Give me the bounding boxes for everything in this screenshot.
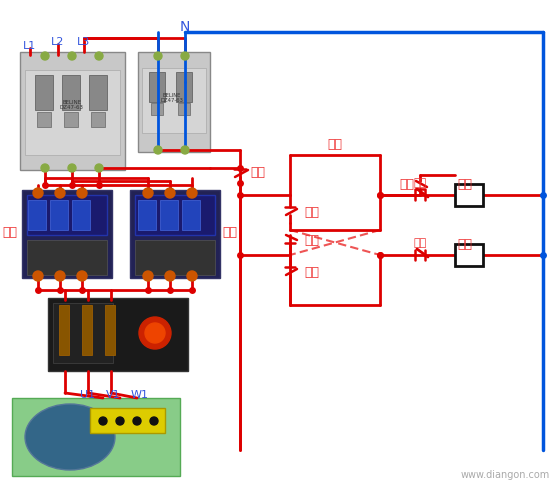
Ellipse shape (25, 404, 115, 470)
Bar (37, 112, 51, 127)
Text: 正转: 正转 (458, 179, 473, 191)
Text: 反转: 反转 (458, 239, 473, 251)
Text: L2: L2 (52, 37, 65, 47)
Bar (59, 305, 69, 355)
Circle shape (181, 52, 189, 60)
Circle shape (165, 271, 175, 281)
Bar (138, 52, 210, 152)
Text: 反转: 反转 (222, 226, 237, 240)
Circle shape (187, 271, 197, 281)
Bar (178, 103, 190, 115)
Bar (130, 190, 220, 278)
Text: 启动: 启动 (305, 206, 320, 219)
Circle shape (41, 52, 49, 60)
Text: L1: L1 (24, 41, 36, 51)
Circle shape (139, 317, 171, 349)
Bar (90, 408, 165, 433)
Bar (138, 200, 156, 230)
Bar (22, 190, 112, 278)
Circle shape (150, 417, 158, 425)
Circle shape (77, 188, 87, 198)
Bar (28, 200, 46, 230)
Bar (142, 68, 206, 133)
Text: BELINE
DZ47-63: BELINE DZ47-63 (161, 93, 184, 103)
Bar (53, 303, 113, 363)
Text: L3: L3 (77, 37, 91, 47)
Circle shape (181, 146, 189, 154)
Circle shape (154, 146, 162, 154)
Bar (82, 305, 92, 355)
Circle shape (95, 52, 103, 60)
Text: 停止: 停止 (250, 167, 265, 180)
Bar (27, 195, 107, 235)
Circle shape (68, 52, 76, 60)
Text: V1: V1 (106, 390, 120, 400)
Bar (20, 52, 125, 170)
Circle shape (55, 188, 65, 198)
Circle shape (154, 52, 162, 60)
Bar (160, 200, 178, 230)
Bar (91, 112, 105, 127)
Circle shape (99, 417, 107, 425)
Text: www.diangon.com: www.diangon.com (461, 470, 550, 480)
Circle shape (95, 164, 103, 172)
Bar (48, 298, 188, 371)
Bar (135, 240, 215, 275)
Bar (27, 240, 107, 275)
Text: 反转: 反转 (305, 233, 320, 246)
Bar (182, 200, 200, 230)
Bar (105, 305, 115, 355)
Bar (25, 70, 120, 155)
Bar (149, 72, 165, 102)
Text: 正转: 正转 (2, 226, 17, 240)
Text: 启动: 启动 (305, 265, 320, 279)
Circle shape (143, 271, 153, 281)
Bar (455, 184, 483, 206)
Text: 反转: 反转 (413, 178, 427, 188)
Circle shape (133, 417, 141, 425)
Circle shape (41, 164, 49, 172)
Bar (89, 75, 107, 110)
Circle shape (55, 271, 65, 281)
Text: 正转: 正转 (328, 138, 343, 151)
Bar (64, 112, 78, 127)
Bar (12, 398, 180, 476)
Circle shape (116, 417, 124, 425)
Text: U1: U1 (81, 390, 96, 400)
Bar (35, 75, 53, 110)
Circle shape (165, 188, 175, 198)
Bar (135, 195, 215, 235)
Text: N: N (180, 20, 190, 34)
Bar (72, 200, 90, 230)
Circle shape (77, 271, 87, 281)
Text: BELINE
DZ47-63: BELINE DZ47-63 (60, 100, 84, 111)
Text: 反转: 反转 (399, 179, 414, 191)
Circle shape (33, 188, 43, 198)
Bar (455, 244, 483, 266)
Bar (62, 75, 80, 110)
Circle shape (68, 164, 76, 172)
Circle shape (187, 188, 197, 198)
Text: 正转: 正转 (413, 238, 427, 248)
Text: W1: W1 (131, 390, 149, 400)
Circle shape (33, 271, 43, 281)
Circle shape (143, 188, 153, 198)
Bar (50, 200, 68, 230)
Bar (151, 103, 163, 115)
Circle shape (145, 323, 165, 343)
Bar (176, 72, 192, 102)
